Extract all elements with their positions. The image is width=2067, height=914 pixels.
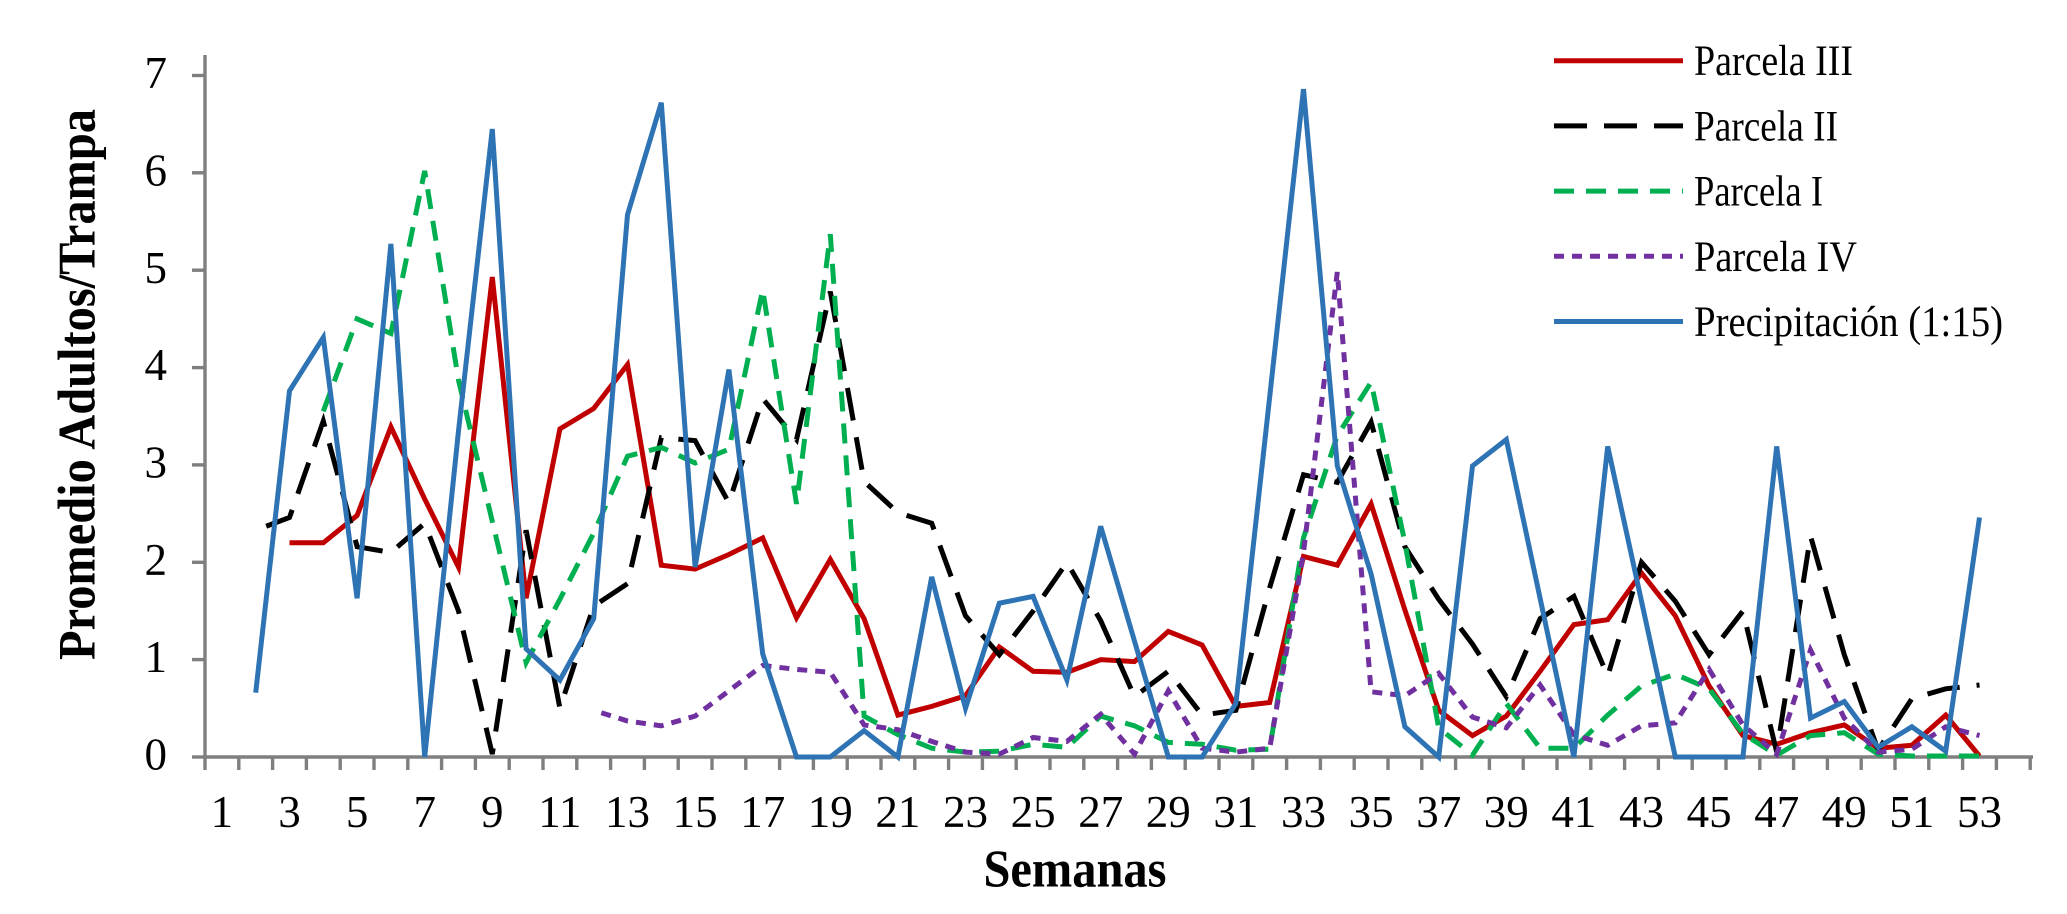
svg-text:0: 0 (145, 730, 168, 780)
svg-text:Parcela IV: Parcela IV (1694, 234, 1857, 281)
svg-text:21: 21 (875, 787, 920, 837)
svg-text:25: 25 (1011, 787, 1056, 837)
svg-text:Semanas: Semanas (984, 841, 1167, 899)
svg-text:6: 6 (145, 145, 168, 195)
svg-text:33: 33 (1281, 787, 1326, 837)
svg-text:31: 31 (1213, 787, 1258, 837)
svg-text:Parcela I: Parcela I (1694, 169, 1823, 216)
svg-text:45: 45 (1687, 787, 1732, 837)
svg-text:35: 35 (1349, 787, 1394, 837)
svg-text:3: 3 (278, 787, 301, 837)
svg-text:Parcela II: Parcela II (1694, 103, 1838, 150)
svg-text:1: 1 (145, 632, 168, 682)
svg-text:Promedio Adultos/Trampa: Promedio Adultos/Trampa (49, 109, 107, 660)
svg-text:13: 13 (605, 787, 650, 837)
svg-text:17: 17 (740, 787, 785, 837)
svg-text:7: 7 (145, 48, 168, 98)
svg-text:3: 3 (145, 438, 168, 488)
svg-text:37: 37 (1416, 787, 1461, 837)
svg-text:23: 23 (943, 787, 988, 837)
svg-text:39: 39 (1484, 787, 1529, 837)
svg-text:7: 7 (413, 787, 436, 837)
svg-text:43: 43 (1619, 787, 1664, 837)
svg-text:47: 47 (1754, 787, 1799, 837)
svg-text:19: 19 (808, 787, 853, 837)
svg-text:5: 5 (346, 787, 369, 837)
svg-text:29: 29 (1146, 787, 1191, 837)
svg-text:49: 49 (1822, 787, 1867, 837)
svg-text:41: 41 (1551, 787, 1596, 837)
svg-text:Parcela III: Parcela III (1694, 38, 1853, 85)
svg-text:Precipitación (1:15): Precipitación (1:15) (1694, 299, 2003, 346)
svg-text:27: 27 (1078, 787, 1123, 837)
svg-text:2: 2 (145, 535, 168, 585)
svg-text:51: 51 (1889, 787, 1934, 837)
svg-text:1: 1 (211, 787, 234, 837)
svg-text:11: 11 (538, 787, 581, 837)
svg-text:4: 4 (145, 340, 168, 390)
svg-text:53: 53 (1957, 787, 2002, 837)
svg-text:5: 5 (145, 243, 168, 293)
svg-text:15: 15 (673, 787, 718, 837)
svg-text:9: 9 (481, 787, 504, 837)
